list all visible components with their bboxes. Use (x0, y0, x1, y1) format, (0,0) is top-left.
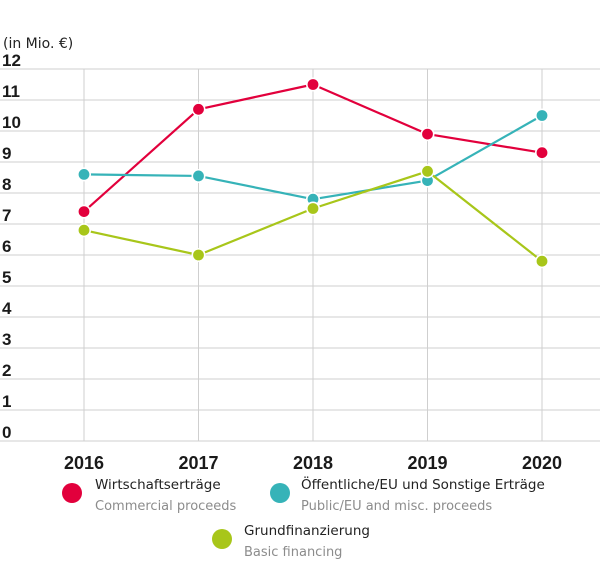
legend-label: Öffentliche/EU und Sonstige Erträge (301, 477, 545, 493)
unit-label: (in Mio. €) (3, 36, 73, 52)
legend-dot-icon (212, 529, 232, 549)
legend-label: Grundfinanzierung (244, 523, 370, 539)
y-tick-label: 3 (2, 330, 11, 349)
y-tick-label: 8 (2, 175, 11, 194)
y-tick-label: 10 (2, 113, 21, 132)
data-point-basic (305, 201, 320, 216)
x-axis-ticks: 2016 2017 2018 2019 2020 (64, 453, 562, 473)
legend-sublabel: Public/EU and misc. proceeds (301, 499, 493, 514)
data-point-commercial (305, 77, 320, 92)
y-tick-label: 12 (2, 51, 21, 70)
y-tick-label: 0 (2, 423, 11, 442)
legend-sublabel: Basic financing (244, 545, 343, 560)
grid-lines (0, 68, 600, 442)
data-point-commercial (191, 102, 206, 117)
legend-dot-icon (270, 483, 290, 503)
data-point-basic (534, 254, 549, 269)
x-tick-label: 2017 (178, 453, 218, 473)
data-point-public (191, 168, 206, 183)
y-tick-label: 9 (2, 144, 11, 163)
data-point-basic (77, 223, 92, 238)
y-tick-label: 5 (2, 268, 11, 287)
y-tick-label: 2 (2, 361, 11, 380)
data-point-public (534, 108, 549, 123)
legend-sublabel: Commercial proceeds (95, 499, 237, 514)
data-point-basic (420, 164, 435, 179)
data-point-commercial (534, 145, 549, 160)
data-point-commercial (420, 127, 435, 142)
data-point-commercial (77, 204, 92, 219)
x-tick-label: 2018 (293, 453, 333, 473)
series-lines (77, 77, 549, 269)
data-point-public (77, 167, 92, 182)
x-tick-label: 2020 (522, 453, 562, 473)
x-tick-label: 2016 (64, 453, 104, 473)
legend-label: Wirtschaftserträge (95, 477, 221, 493)
y-tick-label: 6 (2, 237, 11, 256)
y-tick-label: 1 (2, 392, 11, 411)
y-tick-label: 7 (2, 206, 11, 225)
legend-dot-icon (62, 483, 82, 503)
x-tick-label: 2019 (407, 453, 447, 473)
y-tick-label: 4 (2, 299, 12, 318)
data-point-basic (191, 248, 206, 263)
y-tick-label: 11 (2, 82, 20, 101)
